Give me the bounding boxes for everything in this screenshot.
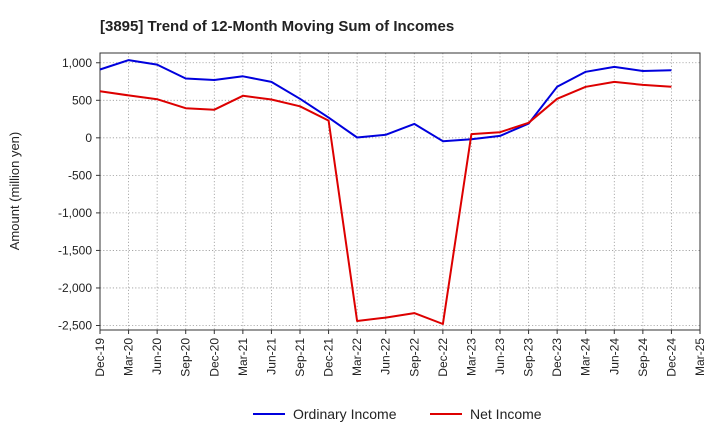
legend: Ordinary Income Net Income: [253, 406, 542, 422]
x-tick-label: Sep-20: [179, 338, 193, 377]
x-tick-label: Mar-23: [464, 338, 478, 376]
y-tick-label: -2,000: [58, 281, 92, 295]
x-tick-label: Dec-21: [322, 338, 336, 377]
y-axis-label: Amount (million yen): [7, 132, 22, 251]
series-line-ordinary-income: [99, 59, 672, 143]
x-tick-label: Jun-23: [493, 338, 507, 375]
x-tick-label: Mar-25: [693, 338, 707, 376]
x-tick-label: Dec-20: [207, 338, 221, 377]
x-tick-label: Jun-21: [264, 338, 278, 375]
x-tick-label: Dec-23: [550, 338, 564, 377]
x-tick-label: Sep-24: [636, 338, 650, 377]
x-tick-label: Dec-22: [436, 338, 450, 377]
legend-label: Ordinary Income: [293, 406, 397, 422]
y-tick-label: -500: [68, 168, 92, 182]
x-tick-label: Jun-20: [150, 338, 164, 375]
x-tick-label: Dec-19: [93, 338, 107, 377]
x-tick-label: Mar-22: [350, 338, 364, 376]
x-tick-label: Mar-24: [579, 338, 593, 376]
x-tick-label: Jun-24: [607, 338, 621, 375]
x-tick-label: Mar-20: [122, 338, 136, 376]
chart-title: [3895] Trend of 12-Month Moving Sum of I…: [100, 18, 454, 35]
plot-frame: [99, 52, 701, 331]
series-line-net-income: [99, 80, 672, 325]
y-tick-label: -1,500: [58, 243, 92, 257]
x-tick-label: Jun-22: [379, 338, 393, 375]
y-tick-label: 0: [85, 131, 92, 145]
x-tick-label: Sep-23: [522, 338, 536, 377]
y-tick-label: -1,000: [58, 206, 92, 220]
y-tick-label: 500: [72, 93, 92, 107]
x-tick-label: Sep-21: [293, 338, 307, 377]
x-tick-label: Dec-24: [664, 338, 678, 377]
y-tick-label: 1,000: [62, 56, 92, 70]
x-tick-label: Mar-21: [236, 338, 250, 376]
y-tick-label: -2,500: [58, 318, 92, 332]
legend-label: Net Income: [470, 406, 542, 422]
plot-area: 1,0005000-500-1,000-1,500-2,000-2,500Dec…: [58, 52, 707, 377]
x-tick-label: Sep-22: [407, 338, 421, 377]
